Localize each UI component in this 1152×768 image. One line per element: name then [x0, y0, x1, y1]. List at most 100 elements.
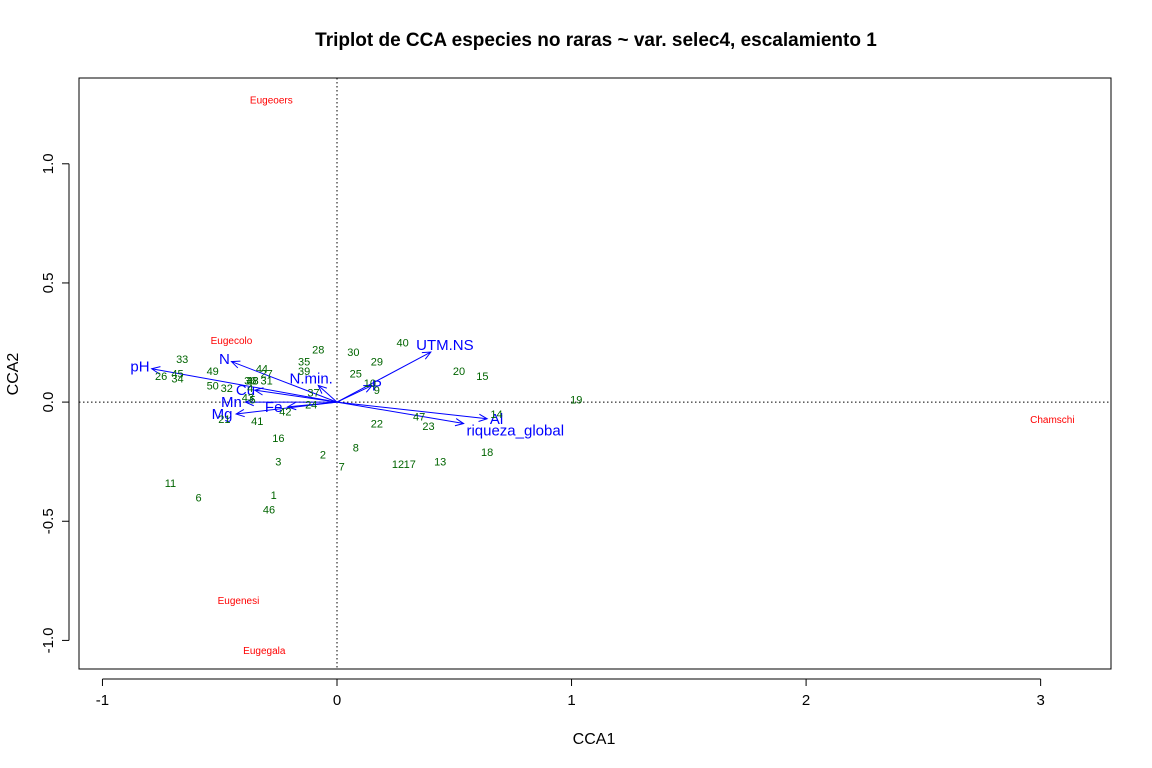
env-arrow-head: [253, 387, 264, 396]
species-label: Eugecolo: [211, 336, 253, 347]
y-tick-label: -0.5: [40, 508, 57, 534]
site-label: 44: [256, 364, 268, 376]
plot-frame: [78, 77, 1112, 670]
site-label: 27: [261, 369, 273, 381]
y-axis-title: CCA2: [5, 353, 22, 396]
env-vector-label: UTM.NS: [416, 337, 474, 354]
y-tick-label: 0.5: [40, 273, 57, 294]
env-arrow-shaft: [254, 389, 338, 403]
env-arrow-head: [317, 384, 327, 394]
env-arrow-shaft: [317, 385, 338, 403]
x-tick-label: 3: [1036, 692, 1044, 709]
site-label: 24: [305, 399, 317, 411]
env-vector-label: riqueza_global: [466, 423, 564, 440]
site-label: 8: [353, 442, 359, 454]
site-label: 47: [413, 411, 425, 423]
site-label: 13: [434, 457, 446, 469]
site-label: 15: [476, 371, 488, 383]
site-label: 48: [246, 376, 258, 388]
env-vector-label: Cu: [236, 382, 255, 399]
site-label: 11: [165, 478, 176, 490]
site-label: 16: [272, 433, 284, 445]
env-vector-label: N.min.: [290, 370, 333, 387]
site-label: 7: [339, 461, 345, 473]
site-label: 43: [242, 392, 254, 404]
x-tick-label: 2: [802, 692, 810, 709]
site-label: 22: [371, 419, 383, 431]
x-tick-label: 0: [333, 692, 341, 709]
y-tick-label: 0.0: [40, 392, 57, 413]
site-label: 19: [570, 395, 582, 407]
site-label: 23: [422, 421, 434, 433]
env-vector-label: P: [372, 377, 382, 394]
site-label: 34: [171, 373, 183, 385]
env-vector-label: N: [219, 351, 230, 368]
site-label: 17: [404, 459, 416, 471]
env-vector-label: Mn: [221, 394, 242, 411]
site-label: 36: [244, 376, 256, 388]
site-label: 50: [207, 380, 219, 392]
site-label: 4: [247, 383, 253, 395]
site-label: 41: [251, 416, 263, 428]
site-label: 49: [207, 366, 219, 378]
species-label: Eugenesi: [218, 596, 260, 607]
site-label: 18: [481, 447, 493, 459]
site-label: 10: [364, 378, 376, 390]
site-label: 40: [397, 338, 409, 350]
site-label: 35: [298, 357, 310, 369]
env-vector-label: Al: [490, 411, 503, 428]
species-label: Chamschi: [1030, 415, 1074, 426]
env-vector-label: Mg: [212, 406, 233, 423]
site-label: 31: [261, 376, 273, 388]
axes: -1 0 1 2 3-1.0-0.50.00.51.0: [40, 153, 1045, 709]
env-arrow-head: [150, 366, 161, 375]
env-arrow-shaft: [151, 368, 338, 403]
env-vector-label: pH: [130, 358, 149, 375]
site-label: 29: [371, 357, 383, 369]
site-label: 3: [275, 457, 281, 469]
site-label: 5: [250, 395, 256, 407]
env-arrow-head: [244, 397, 254, 407]
site-label: 26: [155, 371, 167, 383]
env-arrow-shaft: [287, 401, 338, 408]
chart-title: Triplot de CCA especies no raras ~ var. …: [315, 30, 877, 51]
env-arrow-head: [454, 418, 465, 427]
env-arrow-head: [286, 401, 297, 411]
site-label: 9: [374, 385, 380, 397]
reference-lines: [79, 78, 1111, 669]
site-label: 46: [263, 504, 275, 516]
env-arrow-head: [230, 360, 241, 369]
x-tick-label: 1: [567, 692, 575, 709]
env-arrow-shaft: [336, 351, 432, 403]
site-label: 2: [320, 450, 326, 462]
site-label: 28: [312, 345, 324, 357]
env-arrow-head: [363, 384, 374, 393]
env-vector-label: Fe: [265, 399, 283, 416]
site-label: 45: [171, 369, 183, 381]
site-label: 6: [196, 492, 202, 504]
site-label: 39: [298, 366, 310, 378]
env-arrow-head: [234, 408, 245, 418]
site-label: 25: [350, 369, 362, 381]
env-arrow-head: [421, 351, 432, 360]
species-scores: Eugeoers Eugecolo Chamschi Eugenesi Eugegala: [211, 95, 1075, 656]
site-label: 1: [271, 490, 277, 502]
site-label: 14: [490, 409, 502, 421]
site-label: 30: [347, 347, 359, 359]
site-label: 42: [279, 407, 291, 419]
site-label: 12: [392, 459, 404, 471]
site-label: 21: [218, 414, 230, 426]
site-label: 38: [246, 376, 258, 388]
site-label: 37: [307, 388, 319, 400]
env-arrow-head: [478, 413, 489, 422]
env-arrow-shaft: [336, 401, 464, 425]
site-label: 20: [453, 366, 465, 378]
env-arrow-shaft: [231, 361, 338, 403]
y-tick-label: -1.0: [40, 627, 57, 653]
species-label: Eugegala: [243, 646, 286, 657]
x-axis-title: CCA1: [573, 731, 616, 748]
x-tick-label: -1: [96, 692, 109, 709]
